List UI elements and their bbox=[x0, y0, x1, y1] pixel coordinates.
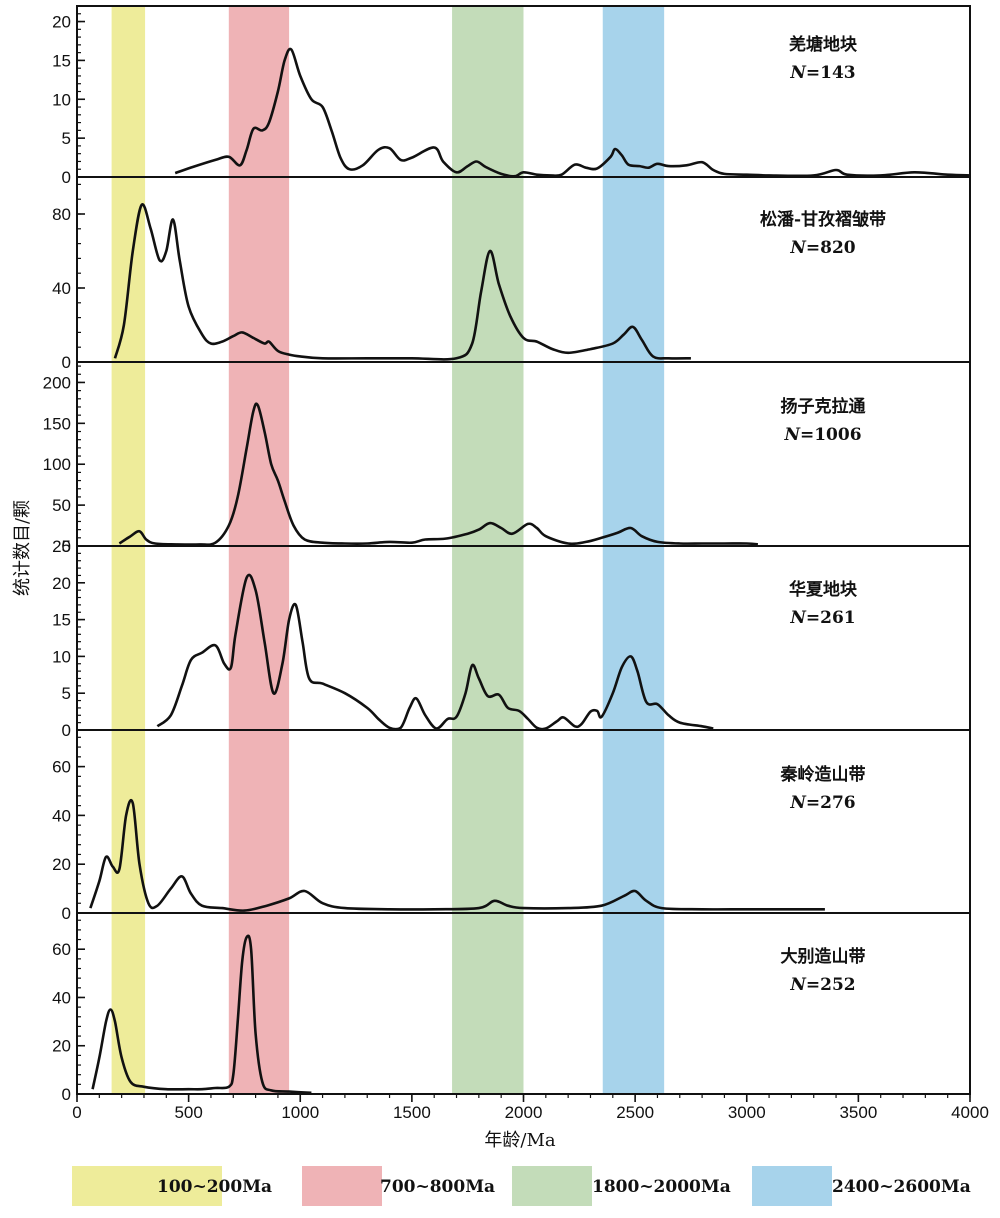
x-tick-label: 1500 bbox=[393, 1103, 431, 1122]
y-tick-label: 15 bbox=[52, 611, 71, 630]
x-tick-label: 3500 bbox=[839, 1103, 877, 1122]
panel-n: N=1006 bbox=[783, 425, 861, 445]
age-distribution-curve bbox=[89, 798, 825, 912]
x-tick-label: 500 bbox=[174, 1103, 202, 1122]
panel-n-symbol: N bbox=[789, 608, 807, 628]
x-tick-label: 3000 bbox=[728, 1103, 766, 1122]
y-tick-label: 20 bbox=[52, 855, 71, 874]
x-tick-label: 2000 bbox=[505, 1103, 543, 1122]
legend-swatch-1 bbox=[302, 1166, 382, 1206]
panel-n: N=143 bbox=[789, 63, 855, 83]
legend-swatch-2 bbox=[512, 1166, 592, 1206]
panel-n-value: =276 bbox=[806, 793, 856, 813]
y-tick-label: 0 bbox=[62, 1085, 71, 1104]
panel-name: 大别造山带 bbox=[781, 946, 866, 967]
y-tick-label: 15 bbox=[52, 51, 71, 70]
y-tick-label: 0 bbox=[62, 353, 71, 372]
y-tick-label: 150 bbox=[43, 414, 71, 433]
x-tick-label: 4000 bbox=[951, 1103, 989, 1122]
panel-3: 0 5 10 15 20 25 华夏地块 N=261 bbox=[52, 537, 971, 740]
y-tick-label: 25 bbox=[52, 537, 71, 556]
panel-4: 0 20 40 60 秦岭造山带 N=276 bbox=[52, 729, 971, 923]
y-tick-label: 200 bbox=[43, 373, 71, 392]
x-tick-label: 0 bbox=[72, 1103, 81, 1122]
y-tick-label: 40 bbox=[52, 279, 71, 298]
y-tick-label: 20 bbox=[52, 13, 71, 32]
legend: 100~200Ma 700~800Ma 1800~2000Ma 2400~2600Ma bbox=[72, 1166, 971, 1206]
y-tick-label: 0 bbox=[62, 168, 71, 187]
y-tick-label: 80 bbox=[52, 205, 71, 224]
y-tick-label: 0 bbox=[62, 537, 71, 556]
panel-name: 秦岭造山带 bbox=[781, 764, 866, 785]
y-tick-label: 5 bbox=[62, 129, 71, 148]
panel-n-value: =820 bbox=[806, 238, 856, 258]
panel-n: N=252 bbox=[789, 975, 855, 995]
y-tick-label: 40 bbox=[52, 988, 71, 1007]
age-distribution-curve bbox=[174, 47, 971, 178]
y-tick-label: 10 bbox=[52, 647, 71, 666]
panel-name: 羌塘地块 bbox=[789, 34, 858, 55]
panel-n: N=261 bbox=[789, 608, 855, 628]
y-tick-label: 60 bbox=[52, 758, 71, 777]
y-tick-label: 20 bbox=[52, 574, 71, 593]
panel-n: N=276 bbox=[789, 793, 855, 813]
panel-n-value: =252 bbox=[806, 975, 856, 995]
age-highlight-bands bbox=[111, 6, 665, 1094]
legend-label-3: 2400~2600Ma bbox=[832, 1177, 971, 1197]
y-tick-label: 100 bbox=[43, 455, 71, 474]
panel-name: 扬子克拉通 bbox=[781, 396, 866, 417]
y-tick-label: 10 bbox=[52, 90, 71, 109]
band-1 bbox=[228, 6, 290, 1094]
panel-n-value: =143 bbox=[806, 63, 856, 83]
age-distribution-curve bbox=[91, 934, 312, 1095]
age-distribution-curve bbox=[156, 573, 714, 731]
legend-label-1: 700~800Ma bbox=[380, 1177, 495, 1197]
legend-label-0: 100~200Ma bbox=[157, 1177, 272, 1197]
panel-n-symbol: N bbox=[789, 793, 807, 813]
panel-n-symbol: N bbox=[789, 238, 807, 258]
y-tick-label: 40 bbox=[52, 806, 71, 825]
y-tick-label: 20 bbox=[52, 1037, 71, 1056]
panel-n-value: =261 bbox=[806, 608, 856, 628]
y-tick-label: 50 bbox=[52, 496, 71, 515]
panel-name: 华夏地块 bbox=[789, 579, 858, 600]
y-tick-label: 5 bbox=[62, 684, 71, 703]
legend-label-2: 1800~2000Ma bbox=[592, 1177, 731, 1197]
legend-swatch-0 bbox=[72, 1166, 222, 1206]
panel-name: 松潘-甘孜褶皱带 bbox=[760, 209, 886, 230]
x-axis: 0 500 1000 1500 2000 2500 3000 3500 4000 bbox=[72, 1094, 989, 1122]
panel-n-symbol: N bbox=[783, 425, 801, 445]
y-axis-title: 统计数目/颗 bbox=[12, 500, 33, 596]
legend-swatch-3 bbox=[752, 1166, 832, 1206]
panel-n-value: =1006 bbox=[800, 425, 862, 445]
panel-n-symbol: N bbox=[789, 63, 807, 83]
x-tick-label: 1000 bbox=[281, 1103, 319, 1122]
band-3 bbox=[602, 6, 665, 1094]
y-tick-label: 0 bbox=[62, 721, 71, 740]
age-distribution-curve bbox=[118, 402, 759, 546]
x-tick-label: 2500 bbox=[616, 1103, 654, 1122]
age-distribution-curve bbox=[113, 203, 691, 361]
panel-n: N=820 bbox=[789, 238, 855, 258]
y-tick-label: 0 bbox=[62, 904, 71, 923]
panel-n-symbol: N bbox=[789, 975, 807, 995]
band-0 bbox=[111, 6, 146, 1094]
x-axis-title: 年龄/Ma bbox=[484, 1130, 555, 1151]
y-tick-label: 60 bbox=[52, 940, 71, 959]
